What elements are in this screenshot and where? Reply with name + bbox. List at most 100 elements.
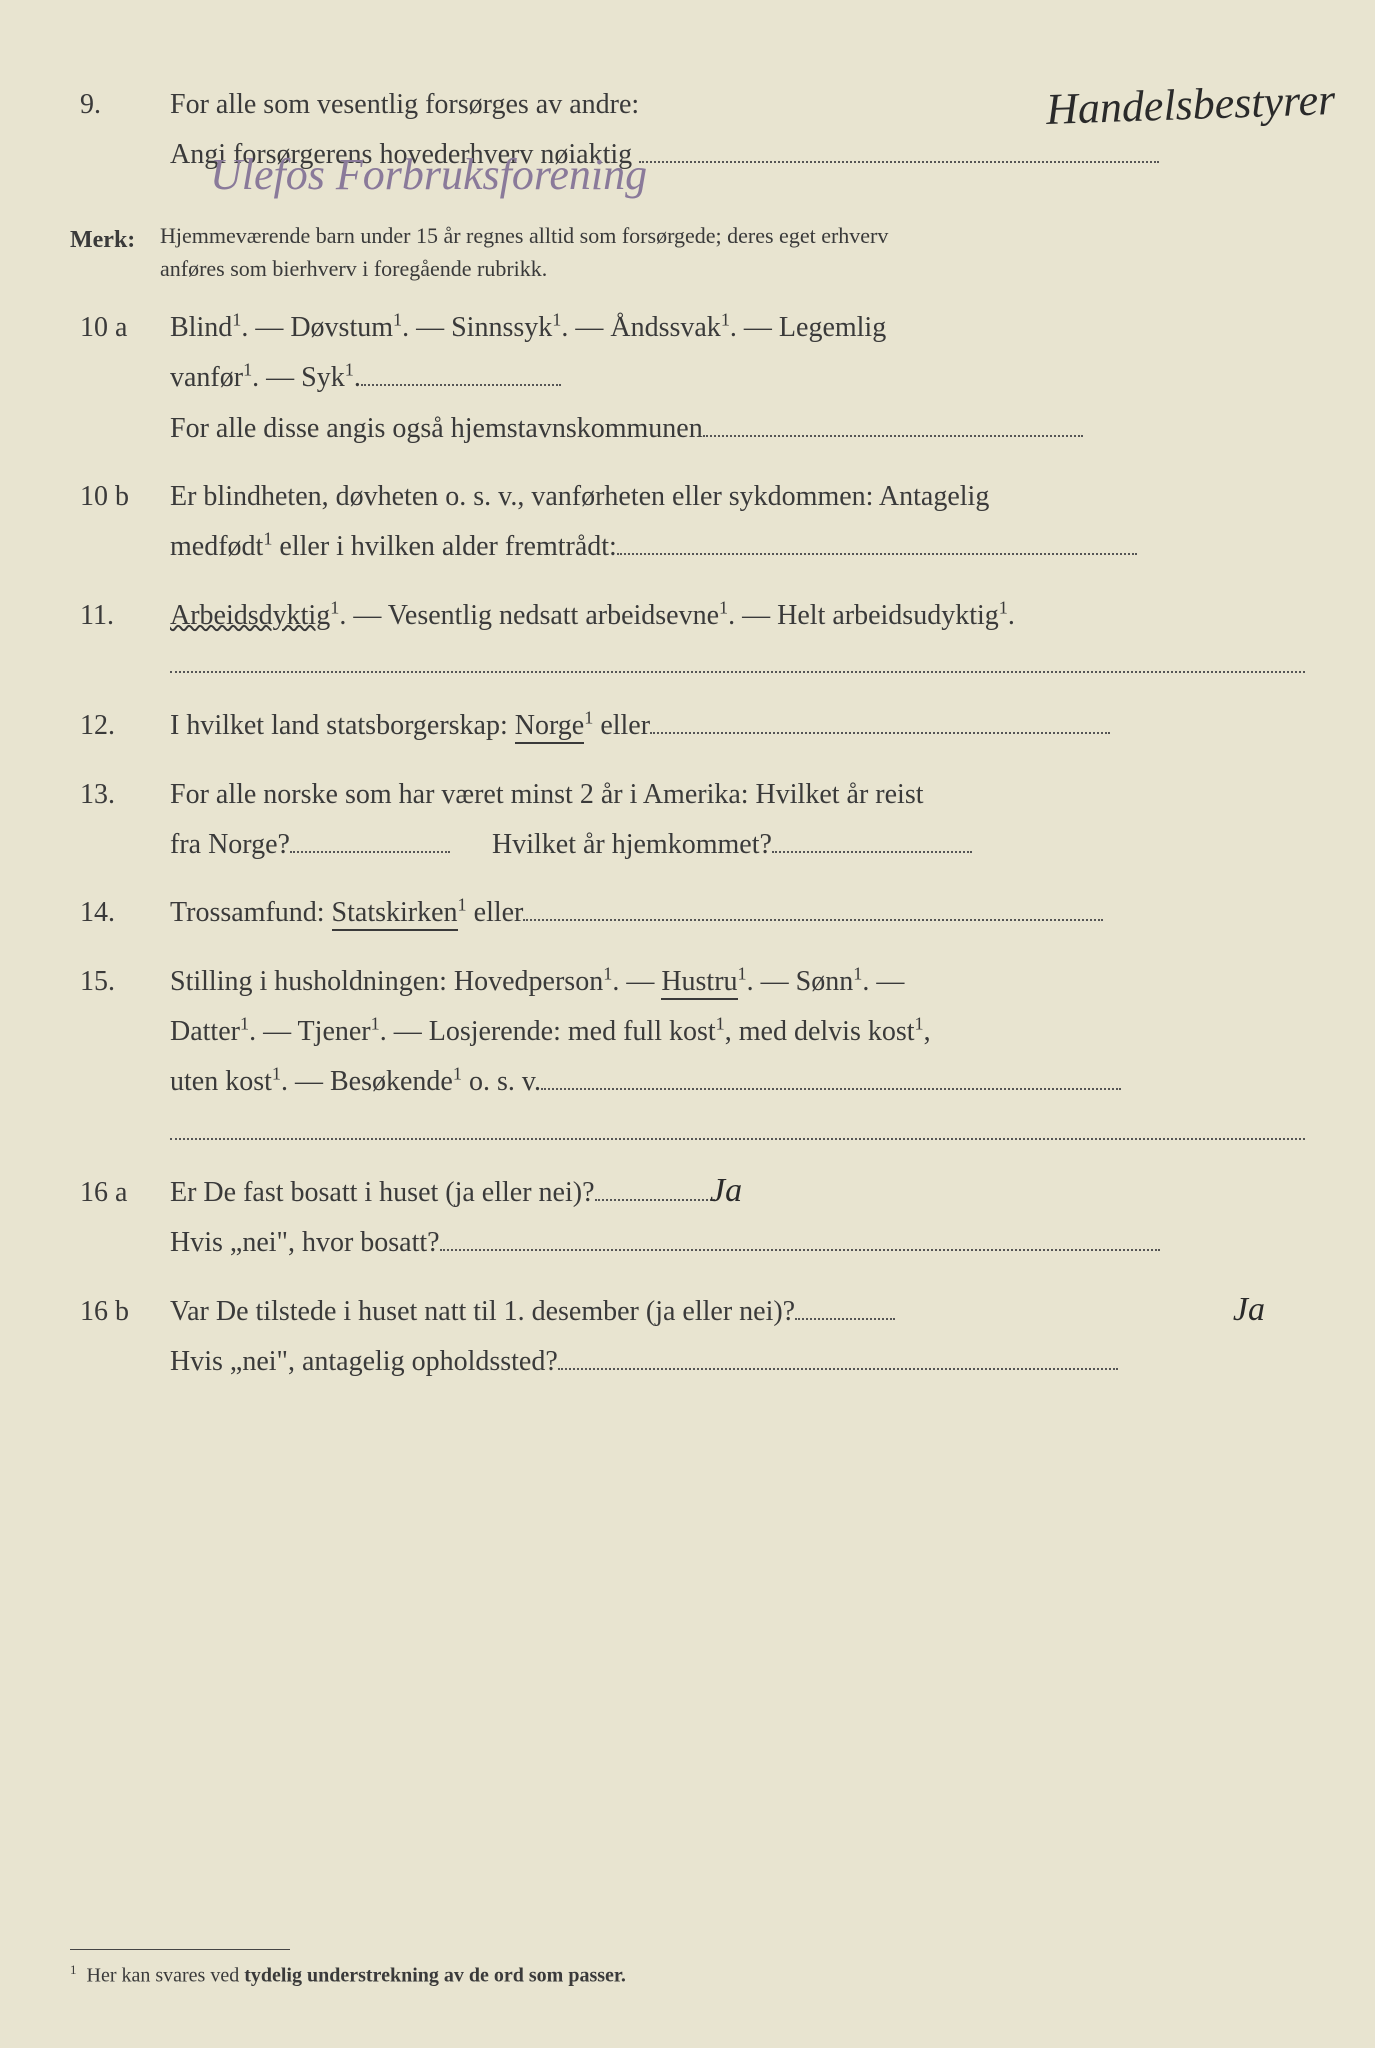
q15-l2d: , med delvis kost: [725, 1016, 915, 1047]
q13-blank1[interactable]: [290, 823, 450, 853]
q13-line2a: fra Norge?: [170, 829, 290, 860]
q16b-blank1[interactable]: [795, 1290, 895, 1320]
question-16a: 16 a Er De fast bosatt i huset (ja eller…: [70, 1168, 1305, 1269]
q15-line: [170, 1138, 1305, 1140]
q12-blank[interactable]: [650, 704, 1110, 734]
question-13: 13. For alle norske som har været minst …: [70, 770, 1305, 871]
q14-statskirken: Statskirken: [332, 897, 458, 931]
q11-number: 11.: [70, 591, 170, 683]
q12-prefix: I hvilket land statsborgerskap:: [170, 710, 515, 741]
footnote-text-a: Her kan svares ved: [87, 1965, 245, 1987]
q15-l2c: . — Losjerende: med full kost: [380, 1016, 716, 1047]
q12-number: 12.: [70, 701, 170, 751]
q10a-blank2[interactable]: [703, 407, 1083, 437]
q16a-answer: Ja: [710, 1160, 742, 1221]
q15-l2b: . — Tjener: [249, 1016, 371, 1047]
q10a-blank1[interactable]: [361, 356, 561, 386]
q13-blank2[interactable]: [772, 823, 972, 853]
q9-blank[interactable]: [639, 133, 1159, 163]
q15-blank[interactable]: [541, 1060, 1121, 1090]
q10b-line2a: medfødt: [170, 531, 263, 562]
q16b-blank2[interactable]: [558, 1340, 1118, 1370]
q15-hustru: Hustru: [661, 966, 737, 1000]
q10a-line3: For alle disse angis også hjemstavnskomm…: [170, 413, 703, 444]
q11-p4: .: [1008, 600, 1015, 631]
q10a-l2p1: . — Syk: [252, 362, 345, 393]
question-11: 11. Arbeidsdyktig1. — Vesentlig nedsatt …: [70, 591, 1305, 683]
q15-l3b: . — Besøkende: [281, 1066, 453, 1097]
q14-number: 14.: [70, 888, 170, 938]
q16a-number: 16 a: [70, 1168, 170, 1269]
question-10b: 10 b Er blindheten, døvheten o. s. v., v…: [70, 472, 1305, 573]
q14-blank[interactable]: [523, 891, 1103, 921]
q16a-content: Er De fast bosatt i huset (ja eller nei)…: [170, 1168, 1305, 1269]
question-12: 12. I hvilket land statsborgerskap: Norg…: [70, 701, 1305, 751]
q10b-content: Er blindheten, døvheten o. s. v., vanfør…: [170, 472, 1305, 573]
q10b-line1: Er blindheten, døvheten o. s. v., vanfør…: [170, 481, 989, 512]
question-16b: 16 b Var De tilstede i huset natt til 1.…: [70, 1287, 1305, 1388]
question-15: 15. Stilling i husholdningen: Hovedperso…: [70, 957, 1305, 1150]
q10b-blank[interactable]: [617, 525, 1137, 555]
q11-p3: . — Helt arbeidsudyktig: [728, 600, 999, 631]
q9-line1: For alle som vesentlig forsørges av andr…: [170, 89, 639, 120]
q15-l1c: . — Sønn: [747, 966, 854, 997]
q15-l3a: uten kost: [170, 1066, 272, 1097]
q14-suffix: eller: [467, 897, 524, 928]
q11-content: Arbeidsdyktig1. — Vesentlig nedsatt arbe…: [170, 591, 1305, 683]
q16b-number: 16 b: [70, 1287, 170, 1388]
q13-line2b: Hvilket år hjemkommet?: [492, 829, 772, 860]
q10a-p1: . — Døvstum: [241, 312, 393, 343]
q16a-blank1[interactable]: [595, 1171, 715, 1201]
q16b-content: Var De tilstede i huset natt til 1. dese…: [170, 1287, 1305, 1388]
q9-number: 9.: [70, 80, 170, 181]
q16b-line1: Var De tilstede i huset natt til 1. dese…: [170, 1296, 795, 1327]
q12-content: I hvilket land statsborgerskap: Norge1 e…: [170, 701, 1305, 751]
q11-arbeidsdyktig: Arbeidsdyktig: [170, 600, 330, 631]
q16b-answer: Ja: [1233, 1279, 1265, 1340]
q10b-line2b: eller i hvilken alder fremtrådt:: [272, 531, 616, 562]
q15-number: 15.: [70, 957, 170, 1150]
footnote-rule: [70, 1949, 290, 1950]
q10b-number: 10 b: [70, 472, 170, 573]
q10a-content: Blind1. — Døvstum1. — Sinnssyk1. — Åndss…: [170, 303, 1305, 454]
q11-p2: . — Vesentlig nedsatt arbeidsevne: [339, 600, 719, 631]
q12-suffix: eller: [593, 710, 650, 741]
footnote-marker: 1: [70, 1962, 77, 1977]
note-merk: Merk: Hjemmeværende barn under 15 år reg…: [70, 219, 1305, 285]
q9-content: For alle som vesentlig forsørges av andr…: [170, 80, 1305, 181]
q16a-line2: Hvis „nei", hvor bosatt?: [170, 1227, 440, 1258]
q15-l2e: ,: [924, 1016, 931, 1047]
q10a-number: 10 a: [70, 303, 170, 454]
q16a-line1: Er De fast bosatt i huset (ja eller nei)…: [170, 1177, 595, 1208]
merk-content: Hjemmeværende barn under 15 år regnes al…: [160, 219, 1305, 285]
merk-label: Merk:: [70, 219, 160, 285]
q13-content: For alle norske som har været minst 2 år…: [170, 770, 1305, 871]
merk-text2: anføres som bierhverv i foregående rubri…: [160, 256, 547, 281]
q12-norge: Norge: [515, 710, 584, 744]
question-14: 14. Trossamfund: Statskirken1 eller: [70, 888, 1305, 938]
q10a-l2p0: vanfør: [170, 362, 243, 393]
q11-line: [170, 671, 1305, 673]
footnote-bold: tydelig understrekning av de ord som pas…: [244, 1965, 626, 1987]
q10a-l2p2: .: [354, 362, 361, 393]
q10a-p3: . — Åndssvak: [561, 312, 720, 343]
q14-prefix: Trossamfund:: [170, 897, 332, 928]
q15-l1d: . —: [862, 966, 904, 997]
q16b-line2: Hvis „nei", antagelig opholdssted?: [170, 1346, 558, 1377]
q14-content: Trossamfund: Statskirken1 eller: [170, 888, 1305, 938]
q10a-p4: . — Legemlig: [730, 312, 886, 343]
q15-l3c: o. s. v.: [462, 1066, 541, 1097]
merk-text1: Hjemmeværende barn under 15 år regnes al…: [160, 223, 888, 248]
footnote: 1 Her kan svares ved tydelig understrekn…: [70, 1949, 1305, 1988]
question-10a: 10 a Blind1. — Døvstum1. — Sinnssyk1. — …: [70, 303, 1305, 454]
census-form-page: 9. For alle som vesentlig forsørges av a…: [0, 0, 1375, 2048]
question-9: 9. For alle som vesentlig forsørges av a…: [70, 80, 1305, 181]
q15-content: Stilling i husholdningen: Hovedperson1. …: [170, 957, 1305, 1150]
q15-l1b: . —: [612, 966, 661, 997]
q16a-blank2[interactable]: [440, 1221, 1160, 1251]
q13-line1: For alle norske som har været minst 2 år…: [170, 779, 924, 810]
q15-l2a: Datter: [170, 1016, 240, 1047]
q13-number: 13.: [70, 770, 170, 871]
q10a-p0: Blind: [170, 312, 232, 343]
q15-l1a: Stilling i husholdningen: Hovedperson: [170, 966, 603, 997]
